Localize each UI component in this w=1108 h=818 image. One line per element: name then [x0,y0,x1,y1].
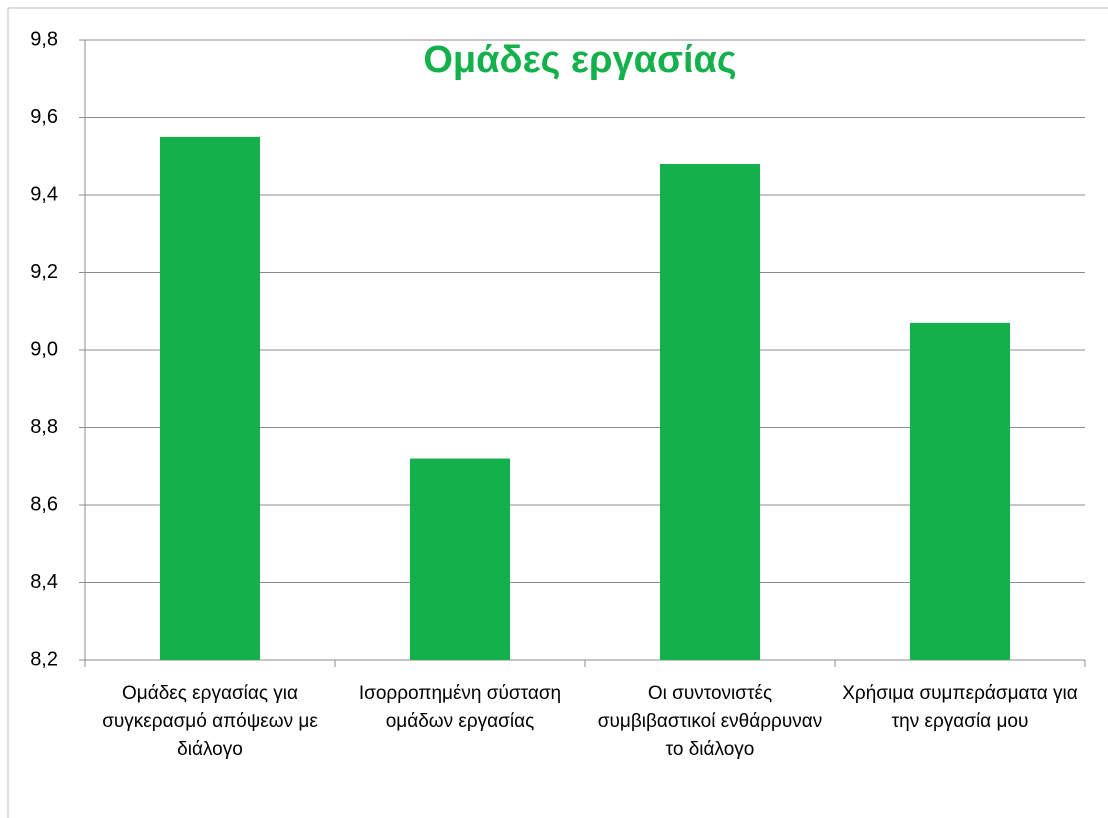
y-tick-label: 8,6 [30,493,58,515]
bar [160,136,260,660]
chart-title: Ομάδες εργασίας [423,39,736,81]
x-tick-label: Χρήσιμα συμπεράσματα για την εργασία μου [842,683,1078,732]
bar [410,458,510,660]
x-tick-label: Οι συντονιστές συμβιβαστικοί ενθάρρυναν … [597,683,823,760]
y-tick-label: 9,0 [30,338,58,360]
bar [910,322,1010,660]
y-tick-label: 9,8 [30,28,58,50]
y-tick-label: 8,4 [30,571,58,593]
chart-frame [7,7,1108,818]
y-tick-label: 9,6 [30,106,58,128]
y-tick-label: 8,2 [30,648,58,670]
y-tick-label: 8,8 [30,416,58,438]
bar [660,164,760,660]
x-tick-label: Ομάδες εργασίας για συγκερασμό απόψεων μ… [102,683,318,760]
y-tick-label: 9,2 [30,261,58,283]
x-tick-label: Ισορροπημένη σύσταση ομάδων εργασίας [358,683,562,732]
y-tick-label: 9,4 [30,183,58,205]
